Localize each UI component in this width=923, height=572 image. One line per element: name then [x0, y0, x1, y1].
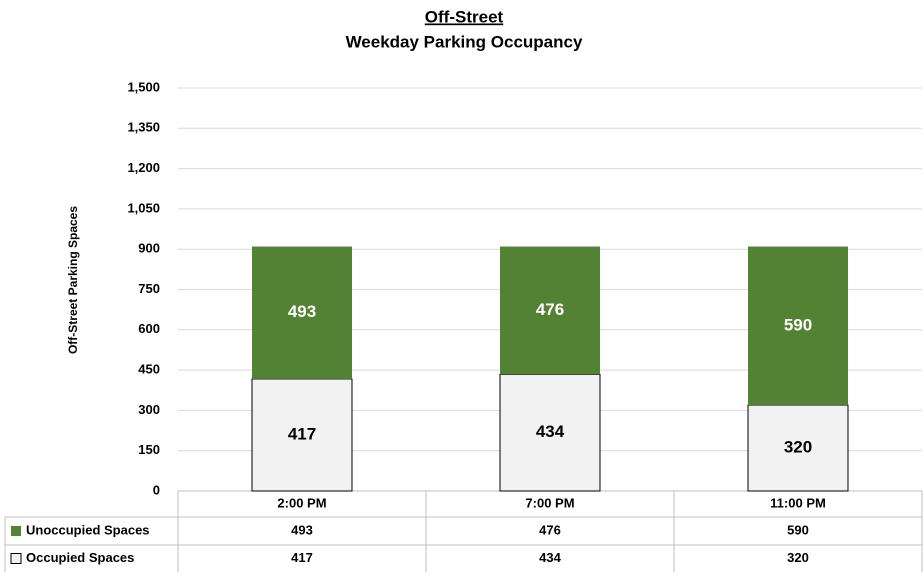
y-tick-label: 1,350: [127, 120, 160, 135]
legend-swatch: [10, 553, 22, 564]
legend-label: Occupied Spaces: [26, 550, 134, 565]
y-tick-label: 150: [138, 442, 160, 457]
data-label: 590: [784, 315, 812, 334]
bar-segment: [499, 373, 601, 492]
y-tick-label: 300: [138, 402, 160, 417]
data-label: 417: [288, 424, 316, 443]
bar-segment: [252, 246, 352, 379]
legend-label: Unoccupied Spaces: [26, 522, 150, 537]
table-value: 417: [291, 550, 313, 565]
y-tick-label: 750: [138, 281, 160, 296]
y-tick-label: 0: [153, 482, 160, 497]
table-value: 434: [539, 550, 561, 565]
x-tick-label: 11:00 PM: [770, 495, 826, 510]
chart-title: Off-Street: [425, 7, 504, 26]
data-label: 493: [288, 302, 316, 321]
y-tick-label: 600: [138, 321, 160, 336]
x-tick-label: 2:00 PM: [277, 495, 326, 510]
y-tick-label: 450: [138, 362, 160, 377]
bar-segment: [748, 246, 848, 406]
bar-segment: [500, 246, 600, 375]
y-axis-label: Off-Street Parking Spaces: [66, 206, 80, 354]
table-value: 590: [787, 522, 809, 537]
y-tick-label: 1,050: [127, 200, 160, 215]
table-value: 320: [787, 550, 809, 565]
data-label: 476: [536, 300, 564, 319]
legend-swatch: [11, 526, 21, 536]
y-tick-label: 900: [138, 241, 160, 256]
x-tick-label: 7:00 PM: [525, 495, 574, 510]
y-tick-label: 1,500: [127, 79, 160, 94]
chart-subtitle: Weekday Parking Occupancy: [346, 32, 583, 51]
table-value: 476: [539, 522, 561, 537]
data-label: 320: [784, 437, 812, 456]
data-label: 434: [536, 422, 565, 441]
bar-segment: [747, 404, 849, 492]
table-value: 493: [291, 522, 313, 537]
y-tick-label: 1,200: [127, 160, 160, 175]
